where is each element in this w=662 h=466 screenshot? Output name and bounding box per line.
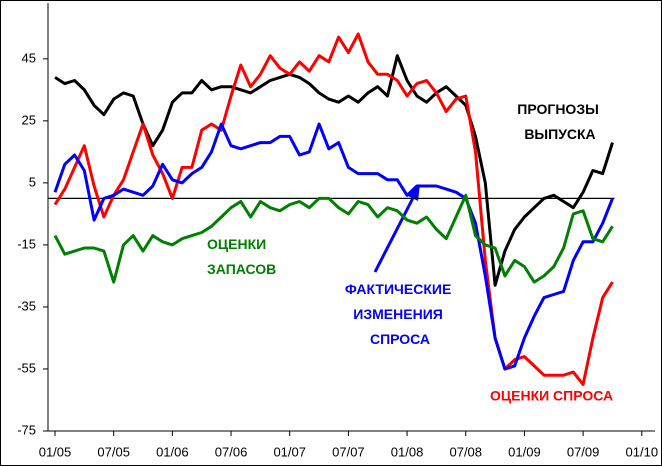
y-tick-label: 25 [22, 112, 36, 127]
x-tick-label: 01/09 [508, 444, 541, 459]
x-tick-label: 01/07 [273, 444, 306, 459]
series-line [53, 193, 614, 284]
y-tick-label: -55 [17, 360, 36, 375]
y-tick-label: -35 [17, 298, 36, 313]
annotation-arrow [373, 195, 416, 273]
x-tick-label: 07/07 [332, 444, 365, 459]
y-tick-label: -15 [17, 236, 36, 251]
arrow-head [408, 184, 420, 201]
x-tick-label: 07/05 [97, 444, 130, 459]
y-tick-label: 45 [22, 50, 36, 65]
x-tick-label: 01/08 [391, 444, 424, 459]
y-tick-label: 5 [29, 174, 36, 189]
x-tick-label: 01/05 [39, 444, 72, 459]
series-label: ПРОГНОЗЫ ВЫПУСКА [517, 101, 602, 142]
x-tick-label: 07/06 [215, 444, 248, 459]
series-label: ФАКТИЧЕСКИЕ ИЗМЕНЕНИЯ СПРОСА [345, 281, 455, 347]
series-line [53, 122, 614, 371]
x-tick-label: 07/08 [449, 444, 482, 459]
x-tick-label: 01/10 [626, 444, 659, 459]
series-label: ОЦЕНКИ ЗАПАСОВ [207, 236, 276, 277]
x-tick-label: 07/09 [567, 444, 600, 459]
series-label: ОЦЕНКИ СПРОСА [490, 388, 613, 404]
series-line [53, 32, 614, 386]
x-tick-label: 01/06 [156, 444, 189, 459]
y-tick-label: -75 [17, 422, 36, 437]
